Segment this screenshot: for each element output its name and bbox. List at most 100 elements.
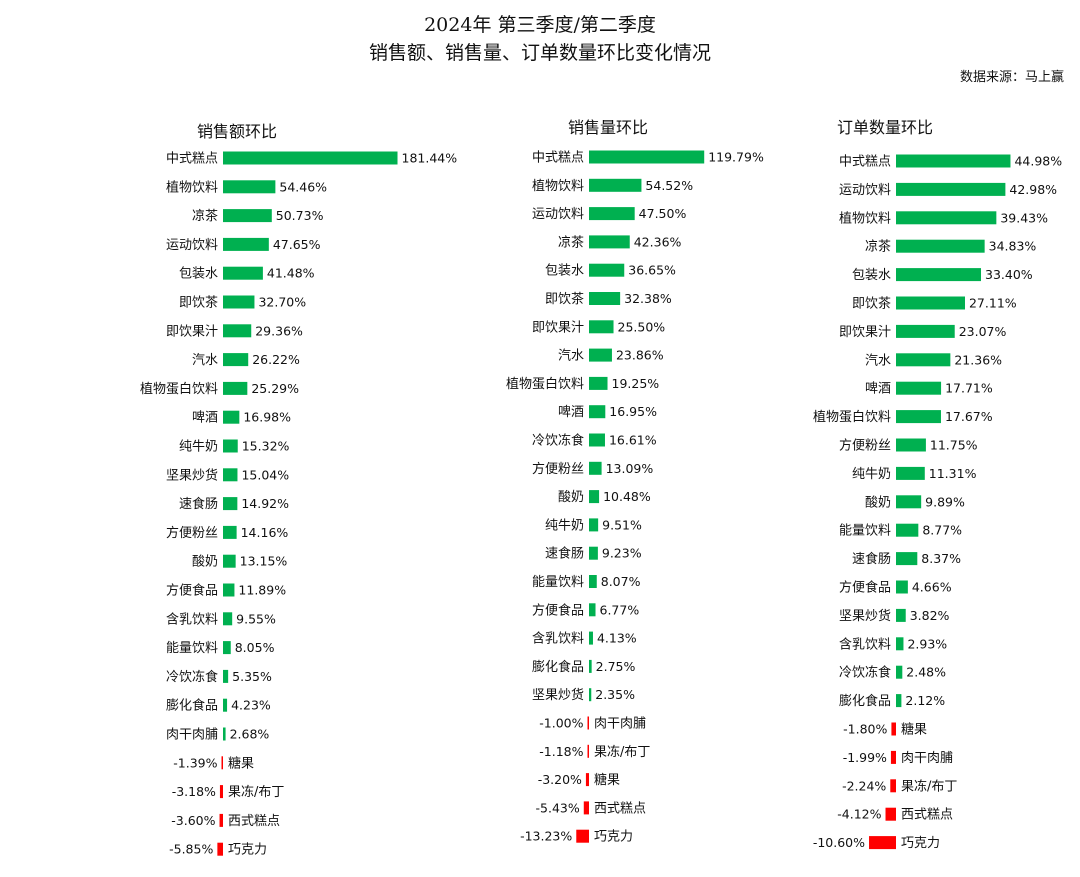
data-label: 4.23% (231, 698, 271, 713)
category-label: 凉茶 (558, 234, 584, 250)
category-label: 肉干肉脯 (901, 751, 953, 766)
bar (885, 807, 896, 821)
category-label: 膨化食品 (532, 659, 584, 675)
bar (576, 829, 589, 843)
bar (219, 785, 223, 799)
category-label: 速食肠 (852, 551, 891, 567)
bar (896, 552, 918, 566)
category-label: 运动饮料 (532, 207, 584, 222)
category-label: 运动饮料 (166, 238, 218, 253)
category-label: 酸奶 (558, 490, 584, 505)
bar (221, 756, 223, 770)
data-label: 36.65% (628, 263, 676, 278)
bar (891, 722, 896, 736)
category-label: 坚果炒货 (839, 608, 891, 624)
category-label: 包装水 (545, 264, 584, 279)
category-label: 方便粉丝 (166, 525, 218, 541)
bar (896, 353, 951, 367)
data-label: 9.51% (602, 517, 642, 532)
data-label: -1.39% (173, 755, 217, 770)
bar (223, 468, 238, 482)
category-label: 肉干肉脯 (166, 728, 218, 743)
data-label: 54.52% (645, 178, 693, 193)
data-label: 27.11% (969, 296, 1017, 311)
data-label: 23.86% (616, 348, 664, 363)
category-label: 中式糕点 (839, 155, 891, 170)
bar (589, 348, 612, 362)
data-label: 9.55% (236, 611, 276, 626)
bar (589, 603, 596, 617)
bar (896, 665, 903, 679)
category-label: 植物饮料 (166, 180, 218, 195)
bar (589, 461, 602, 475)
data-label: 47.65% (273, 237, 321, 252)
bar (896, 182, 1006, 196)
data-label: 13.09% (606, 461, 654, 476)
data-label: -5.43% (536, 800, 580, 815)
bar (589, 376, 608, 390)
data-label: 9.23% (602, 546, 642, 561)
bar (217, 842, 223, 856)
category-label: 巧克力 (901, 836, 940, 851)
category-label: 肉干肉脯 (594, 717, 646, 732)
bar (589, 207, 635, 221)
category-label: 即饮茶 (545, 291, 584, 307)
bar (896, 154, 1011, 168)
data-label: 15.32% (242, 439, 290, 454)
data-label: 16.95% (609, 404, 657, 419)
bar (589, 659, 592, 673)
category-label: 即饮果汁 (839, 325, 891, 340)
data-label: 50.73% (276, 208, 324, 223)
bar (587, 716, 589, 730)
bar (896, 637, 904, 651)
bar (896, 580, 908, 594)
category-label: 酸奶 (192, 555, 218, 570)
data-label: 16.98% (243, 410, 291, 425)
data-label: 34.83% (989, 239, 1037, 254)
data-label: 14.92% (241, 496, 289, 511)
data-label: 2.68% (230, 727, 270, 742)
data-label: 33.40% (985, 267, 1033, 282)
bar (869, 836, 896, 850)
category-label: 膨化食品 (839, 693, 891, 709)
category-label: 植物蛋白饮料 (506, 376, 584, 392)
category-label: 速食肠 (545, 546, 584, 562)
bar (223, 266, 263, 280)
category-label: 西式糕点 (901, 808, 953, 823)
category-label: 植物蛋白饮料 (813, 409, 891, 425)
category-label: 方便粉丝 (839, 438, 891, 454)
category-label: 啤酒 (558, 405, 584, 420)
bar (589, 150, 705, 164)
category-label: 即饮茶 (179, 295, 218, 311)
category-label: 西式糕点 (228, 814, 280, 829)
data-label: 21.36% (954, 352, 1002, 367)
data-label: -1.99% (843, 750, 887, 765)
bar (589, 518, 599, 532)
bar (583, 801, 589, 815)
bar (589, 490, 600, 504)
data-label: 41.48% (267, 266, 315, 281)
bar (589, 631, 593, 645)
category-label: 中式糕点 (166, 152, 218, 167)
category-label: 凉茶 (865, 239, 891, 255)
category-label: 啤酒 (192, 411, 218, 426)
category-label: 冷饮冻食 (166, 669, 218, 685)
bar (223, 698, 228, 712)
data-label: 11.89% (238, 583, 286, 598)
data-label: 8.37% (921, 551, 961, 566)
data-label: 13.15% (240, 554, 288, 569)
data-label: 39.43% (1000, 210, 1048, 225)
bar (890, 750, 896, 764)
bar (589, 688, 592, 702)
data-label: 19.25% (612, 376, 660, 391)
bar (223, 410, 240, 424)
category-label: 即饮果汁 (532, 320, 584, 335)
bar (896, 495, 922, 509)
bar (223, 727, 226, 741)
data-label: 42.98% (1009, 182, 1057, 197)
category-label: 膨化食品 (166, 698, 218, 714)
bar (589, 546, 598, 560)
data-label: 2.75% (596, 659, 636, 674)
data-label: 2.48% (906, 665, 946, 680)
category-label: 果冻/布丁 (228, 784, 284, 800)
